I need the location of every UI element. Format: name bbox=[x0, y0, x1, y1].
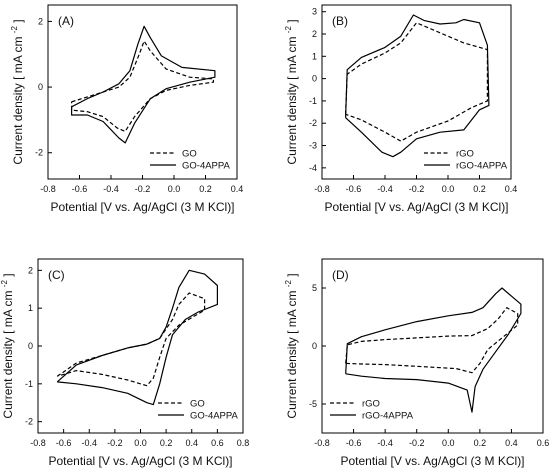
x-tick-label: 0.0 bbox=[442, 438, 455, 448]
y-tick-label: 0 bbox=[312, 74, 317, 84]
x-tick-label: -0.8 bbox=[30, 438, 46, 448]
y-axis-label-end: ] bbox=[285, 273, 299, 280]
y-axis-label-superscript: -2 bbox=[284, 26, 293, 34]
x-tick-label: -0.6 bbox=[346, 184, 362, 194]
x-tick-label: -0.8 bbox=[40, 184, 56, 194]
series-go-4appa-line bbox=[56, 269, 218, 406]
panel-tag: (D) bbox=[332, 268, 349, 282]
y-axis-label-end: ] bbox=[285, 19, 299, 26]
plot-frame bbox=[37, 258, 244, 434]
x-tick-label: 0.0 bbox=[168, 184, 181, 194]
legend-label: rGO bbox=[362, 399, 380, 410]
x-tick-label: 0.6 bbox=[211, 438, 224, 448]
y-tick-label: -3 bbox=[309, 141, 317, 151]
y-axis-label-end: ] bbox=[11, 19, 25, 26]
x-tick-label: 0.0 bbox=[442, 184, 455, 194]
y-axis-label-main: Current density [ mA cm bbox=[11, 33, 25, 164]
y-tick-label: -2 bbox=[309, 118, 317, 128]
x-tick-label: 0.0 bbox=[134, 438, 147, 448]
x-tick-label: 0.4 bbox=[505, 184, 518, 194]
x-tick-label: -0.2 bbox=[409, 184, 425, 194]
y-tick-label: 2 bbox=[28, 265, 33, 275]
series-go-line bbox=[71, 40, 214, 132]
series-rgo-4appa-line bbox=[345, 287, 522, 413]
x-tick-label: -0.8 bbox=[314, 438, 330, 448]
y-tick-label: 1 bbox=[312, 51, 317, 61]
plot-frame bbox=[321, 258, 544, 434]
y-tick-label: 2 bbox=[38, 16, 43, 26]
x-tick-label: -0.4 bbox=[81, 438, 97, 448]
panel-d: -0.8 -0.6 -0.4 -0.2 0.0 0.2 0.4 0.6 -5 0 5 Potentia… bbox=[284, 258, 550, 468]
y-tick-label: -5 bbox=[309, 399, 317, 409]
panel-c: -0.8 -0.6 -0.4 -0.2 0.0 0.2 0.4 0.6 0.8 -2 -1 0 1 2 Po… bbox=[0, 258, 250, 468]
y-tick-label: -2 bbox=[25, 417, 33, 427]
legend-label: rGO bbox=[456, 149, 474, 160]
legend-label: rGO-4APPA bbox=[456, 161, 508, 172]
y-axis-label-main: Current density [ mA cm bbox=[285, 33, 299, 164]
x-tick-label: -0.8 bbox=[314, 184, 330, 194]
y-tick-label: 0 bbox=[38, 82, 43, 92]
x-tick-label: 0.8 bbox=[237, 438, 250, 448]
series-go-4appa-line bbox=[71, 25, 216, 144]
y-tick-label: 0 bbox=[312, 341, 317, 351]
x-tick-label: 0.2 bbox=[160, 438, 173, 448]
panel-b: -0.8 -0.6 -0.4 -0.2 0.0 0.2 0.4 -4 -3 -2 -1 0 1 2 3 Pot… bbox=[284, 4, 518, 214]
series-rgo-line bbox=[345, 22, 488, 142]
legend-label: GO bbox=[182, 149, 197, 160]
panel-a: -0.8 -0.6 -0.4 -0.2 0.0 0.2 0.4 -2 0 2 Potential [… bbox=[10, 4, 244, 214]
x-tick-label: 0.6 bbox=[537, 438, 550, 448]
y-axis-label-superscript: -2 bbox=[10, 26, 19, 34]
x-tick-label: -0.6 bbox=[72, 184, 88, 194]
series-rgo-line bbox=[345, 307, 519, 374]
panel-tag: (C) bbox=[48, 268, 65, 282]
x-tick-label: -0.2 bbox=[107, 438, 123, 448]
y-axis-label-superscript: -2 bbox=[0, 280, 9, 288]
y-tick-label: -4 bbox=[309, 163, 317, 173]
legend-label: rGO-4APPA bbox=[362, 411, 414, 422]
y-tick-label: 5 bbox=[312, 283, 317, 293]
legend-label: GO-4APPA bbox=[182, 161, 231, 172]
y-tick-label: 3 bbox=[312, 7, 317, 17]
x-tick-label: 0.2 bbox=[474, 438, 487, 448]
x-tick-label: -0.4 bbox=[377, 184, 393, 194]
legend-label: GO bbox=[190, 399, 205, 410]
y-axis-label: Current density [ mA cm -2 ] bbox=[284, 273, 299, 418]
y-axis-label: Current density [ mA cm -2 ] bbox=[0, 273, 15, 418]
y-tick-label: 2 bbox=[312, 29, 317, 39]
y-tick-label: 1 bbox=[28, 303, 33, 313]
y-axis-label-superscript: -2 bbox=[284, 280, 293, 288]
y-axis-label-main: Current density [ mA cm bbox=[285, 287, 299, 418]
x-tick-label: -0.6 bbox=[56, 438, 72, 448]
x-tick-label: -0.4 bbox=[103, 184, 119, 194]
series-rgo-4appa-line bbox=[345, 14, 490, 158]
x-tick-label: 0.2 bbox=[199, 184, 212, 194]
y-tick-label: -1 bbox=[309, 96, 317, 106]
x-axis-label: Potential [V vs. Ag/AgCl (3 M KCl)] bbox=[324, 200, 508, 214]
legend-label: GO-4APPA bbox=[190, 411, 239, 422]
y-tick-label: 0 bbox=[28, 341, 33, 351]
y-axis-label-end: ] bbox=[1, 273, 15, 280]
y-axis-label: Current density [ mA cm -2 ] bbox=[10, 19, 25, 164]
x-tick-label: -0.4 bbox=[377, 438, 393, 448]
y-tick-label: -2 bbox=[35, 148, 43, 158]
x-tick-label: -0.6 bbox=[346, 438, 362, 448]
y-tick-label: -1 bbox=[25, 379, 33, 389]
panel-tag: (A) bbox=[58, 14, 74, 28]
y-axis-label-main: Current density [ mA cm bbox=[1, 287, 15, 418]
x-tick-label: 0.2 bbox=[473, 184, 486, 194]
panel-tag: (B) bbox=[332, 14, 348, 28]
x-axis-label: Potential [V vs. Ag/AgCl (3 M KCl)] bbox=[48, 454, 232, 468]
x-tick-label: 0.4 bbox=[185, 438, 198, 448]
x-tick-label: 0.4 bbox=[505, 438, 518, 448]
x-axis-label: Potential [V vs. Ag/AgCl (3 M KCl)] bbox=[340, 454, 524, 468]
x-tick-label: -0.2 bbox=[135, 184, 151, 194]
x-tick-label: -0.2 bbox=[409, 438, 425, 448]
y-axis-label: Current density [ mA cm -2 ] bbox=[284, 19, 299, 164]
series-go-line bbox=[56, 292, 206, 387]
x-tick-label: 0.4 bbox=[231, 184, 244, 194]
x-axis-label: Potential [V vs. Ag/AgCl (3 M KCl)] bbox=[50, 200, 234, 214]
